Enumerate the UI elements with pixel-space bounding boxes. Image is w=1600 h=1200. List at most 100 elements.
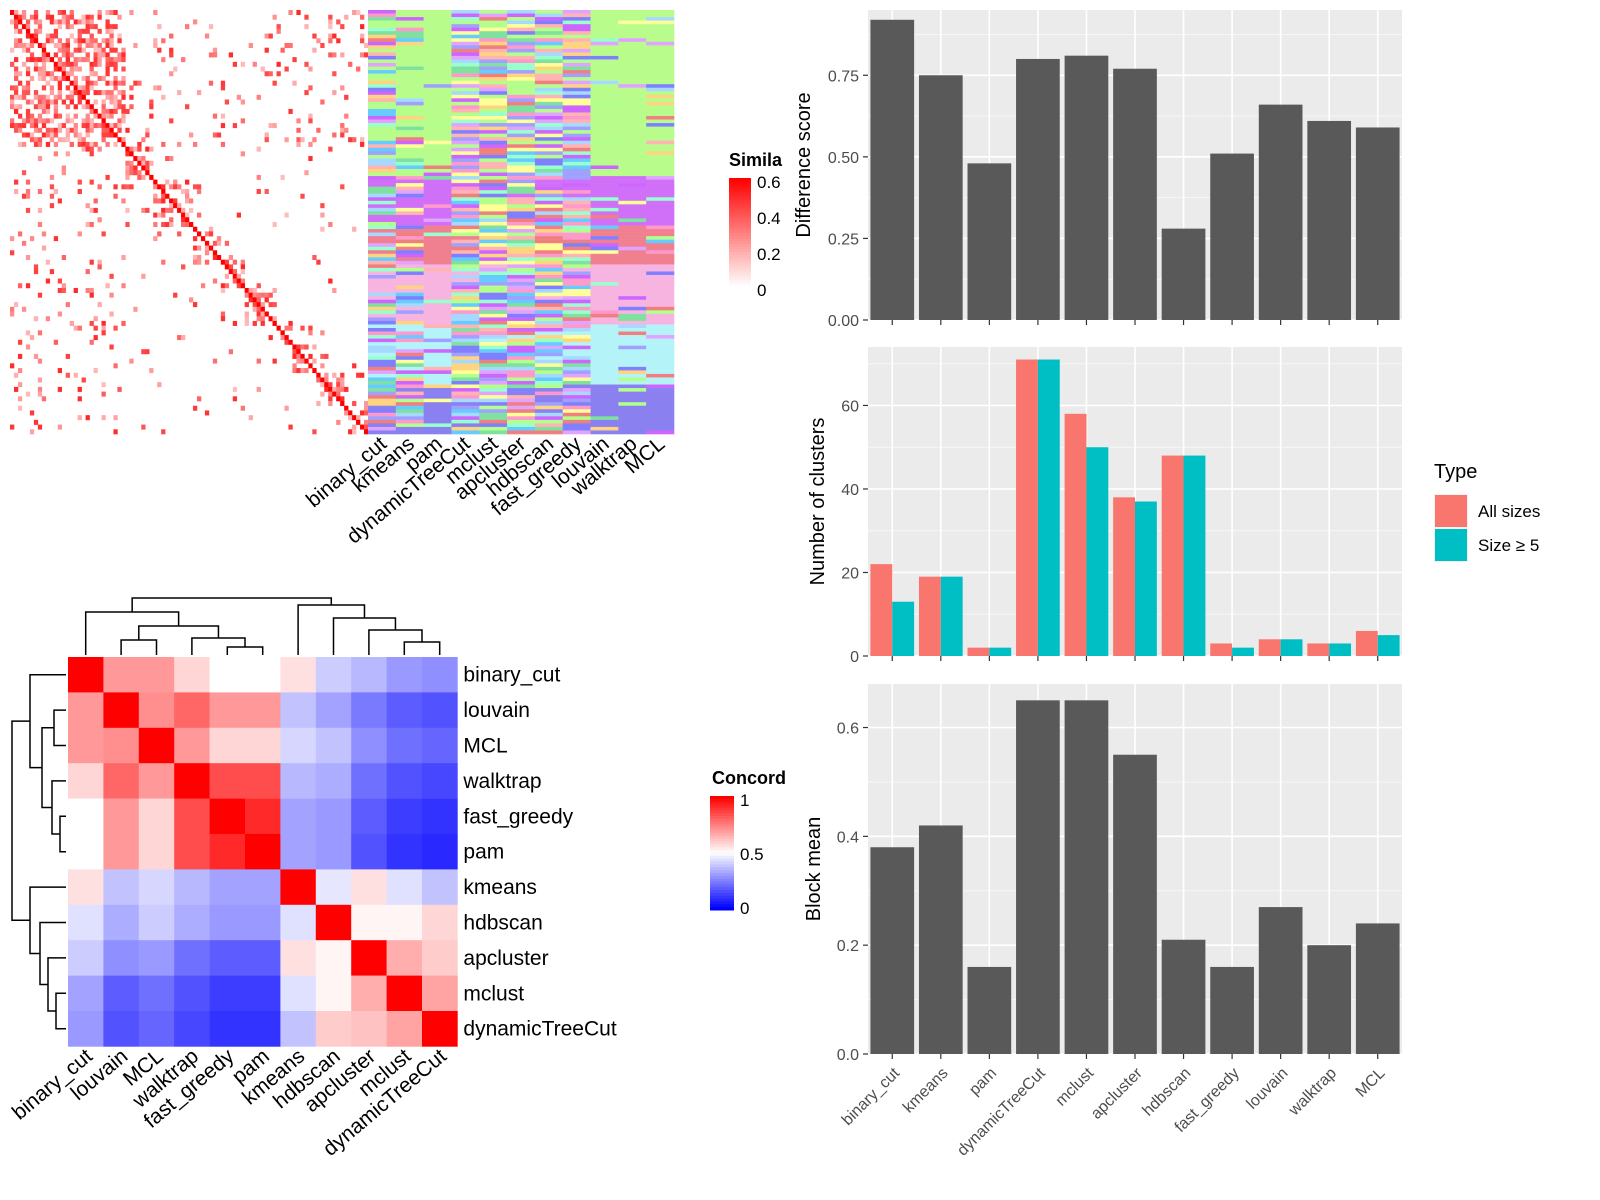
assignment-cell — [507, 24, 536, 28]
similarity-cell — [21, 94, 27, 100]
assignment-cell — [562, 123, 591, 127]
similarity-cell — [240, 405, 245, 411]
assignment-cell — [423, 147, 452, 152]
assignment-cell — [646, 260, 675, 265]
assignment-cell — [423, 211, 452, 216]
similarity-cell — [13, 108, 19, 114]
similarity-cell — [65, 85, 70, 91]
similarity-cell — [316, 259, 321, 265]
assignment-cell — [423, 112, 452, 117]
similarity-cell — [29, 335, 35, 341]
assignment-cell — [507, 317, 536, 322]
assignment-cell — [423, 426, 452, 431]
concordance-cell — [351, 657, 387, 693]
assignment-cell — [646, 34, 675, 39]
similarity-cell — [304, 14, 309, 20]
similarity-cell — [13, 372, 19, 378]
similarity-cell — [133, 170, 138, 176]
assignment-cell — [534, 232, 564, 237]
similarity-cell — [328, 222, 333, 228]
assignment-cell — [368, 289, 397, 293]
similarity-cell — [109, 132, 114, 138]
assignment-cell — [451, 214, 480, 219]
assignment-cell — [395, 253, 424, 258]
assignment-cell — [507, 158, 536, 163]
assignment-cell — [395, 338, 424, 343]
similarity-cell — [93, 198, 98, 204]
assignment-cell — [451, 320, 480, 325]
assignment-cell — [423, 342, 452, 346]
similarity-cell — [89, 42, 94, 48]
assignment-cell — [479, 253, 508, 258]
assignment-cell — [562, 112, 591, 117]
similarity-cell — [29, 57, 35, 63]
similarity-cell — [232, 396, 238, 402]
assignment-cell — [451, 278, 480, 283]
similarity-cell — [17, 141, 23, 147]
assignment-cell — [562, 133, 591, 138]
assignment-cell — [451, 296, 480, 301]
assignment-cell — [451, 17, 480, 21]
similarity-cell — [308, 66, 313, 72]
assignment-cell — [534, 31, 564, 36]
y-tick-label: 0.4 — [837, 829, 859, 846]
x-tick-label: kmeans — [900, 1065, 952, 1117]
similarity-cell — [65, 118, 70, 124]
similarity-cell — [344, 113, 349, 119]
concordance-cell — [351, 1011, 387, 1047]
assignment-cell — [395, 264, 424, 269]
concordance-cell — [315, 904, 352, 941]
assignment-cell — [479, 84, 508, 89]
similarity-cell — [57, 368, 63, 374]
assignment-cell — [534, 328, 564, 332]
assignment-cell — [479, 317, 508, 322]
similarity-cell — [33, 66, 39, 72]
similarity-cell — [41, 132, 47, 138]
similarity-cell — [212, 254, 218, 260]
similarity-cell — [109, 80, 114, 86]
assignment-cell — [479, 200, 508, 205]
assignment-cell — [534, 176, 564, 180]
similarity-cell — [69, 33, 74, 39]
assignment-cell — [590, 27, 619, 32]
similarity-cell — [256, 146, 261, 152]
assignment-cell — [646, 45, 675, 50]
assignment-cell — [507, 214, 536, 219]
assignment-cell — [534, 292, 564, 297]
similarity-cell — [260, 306, 265, 312]
assignment-cell — [590, 282, 619, 286]
assignment-cell — [562, 80, 591, 85]
similarity-cell — [37, 156, 43, 162]
assignment-cell — [590, 381, 619, 385]
assignment-cell — [368, 41, 397, 46]
similarity-cell — [236, 273, 242, 279]
assignment-cell — [451, 31, 480, 36]
assignment-cell — [618, 388, 647, 392]
similarity-cell — [113, 325, 118, 331]
similarity-cell — [65, 132, 70, 138]
assignment-cell — [395, 45, 424, 50]
similarity-cell — [224, 264, 230, 270]
assignment-cell — [590, 80, 619, 85]
assignment-cell — [479, 204, 508, 209]
similarity-cell — [73, 325, 78, 331]
similarity-cell — [216, 254, 222, 260]
assignment-cell — [368, 285, 397, 290]
assignment-cell — [618, 55, 647, 60]
similarity-cell — [97, 10, 102, 16]
assignment-cell — [590, 77, 619, 81]
assignment-cell — [451, 253, 480, 258]
assignment-cell — [368, 172, 397, 177]
assignment-cell — [646, 303, 675, 308]
assignment-cell — [618, 147, 647, 152]
similarity-cell — [93, 90, 98, 96]
similarity-cell — [192, 245, 198, 251]
assignment-cell — [562, 373, 591, 378]
similarity-cell — [109, 99, 114, 105]
concordance-cell — [245, 763, 281, 799]
similarity-cell — [133, 146, 138, 152]
similarity-cell — [37, 24, 43, 30]
assignment-cell — [618, 87, 647, 92]
assignment-cell — [646, 41, 675, 46]
similarity-cell — [129, 85, 134, 91]
